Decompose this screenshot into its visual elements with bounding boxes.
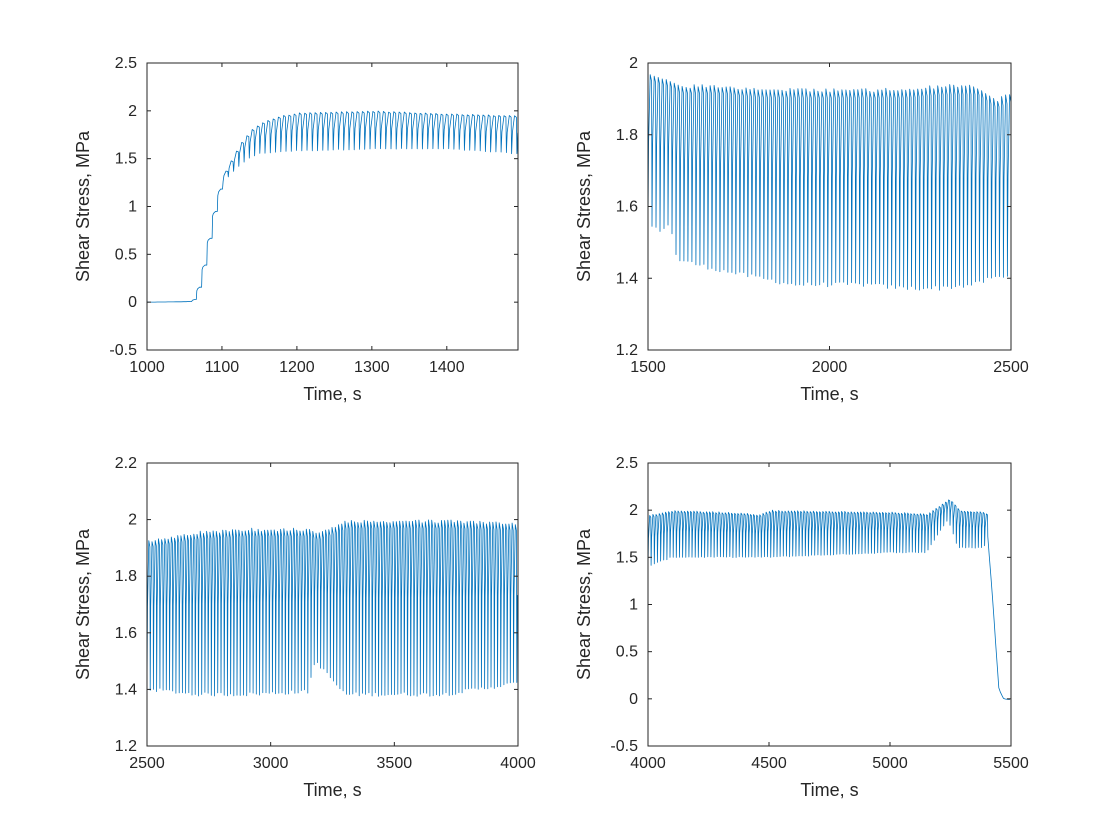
- axis-box: [146, 462, 519, 747]
- x-tick-label: 5500: [993, 755, 1029, 772]
- x-tick-label: 1000: [129, 359, 165, 376]
- x-tick-label: 3500: [377, 755, 413, 772]
- x-tick-label: 1300: [354, 359, 390, 376]
- y-tick-label: 2: [128, 512, 137, 529]
- y-tick-label: -0.5: [610, 738, 638, 755]
- y-tick-label: 1.4: [616, 270, 638, 287]
- x-tick-label: 2500: [129, 755, 165, 772]
- y-tick-label: -0.5: [109, 342, 137, 359]
- axis-box: [647, 462, 1012, 747]
- x-tick-label: 5000: [872, 755, 908, 772]
- y-tick-label: 1.6: [115, 625, 137, 642]
- x-tick-label: 1100: [205, 359, 240, 376]
- x-tick-label: 3000: [253, 755, 289, 772]
- x-tick-label: 1200: [279, 359, 315, 376]
- y-tick-label: 1.2: [616, 342, 638, 359]
- x-tick-label: 1400: [429, 359, 465, 376]
- y-axis-label: Shear Stress, MPa: [73, 528, 93, 680]
- subplot-4: 4000 4500 5000 5500 -0.5 0 0.5 1 1.5 2 2.5 Time, s S…: [574, 455, 1029, 800]
- y-tick-label: 2.2: [115, 455, 137, 472]
- series-line-1: [647, 499, 1010, 700]
- y-tick-label: 1.8: [616, 127, 638, 144]
- series-line-1: [146, 110, 519, 303]
- series-line-1: [146, 519, 518, 697]
- y-tick-label: 1.5: [616, 549, 638, 566]
- x-axis-label: Time, s: [303, 780, 361, 800]
- x-tick-label: 4500: [751, 755, 787, 772]
- subplot-1: 1000 1100 1200 1300 1400 -0.5 0 0.5 1 1.5 2 2.5 Time…: [73, 55, 519, 404]
- y-tick-label: 1.8: [115, 568, 137, 585]
- subplot-2: 1500 2000 2500 1.2 1.4 1.6 1.8 2 Time, s Shear St…: [574, 55, 1029, 404]
- y-tick-label: 1.2: [115, 738, 137, 755]
- x-tick-label: 4000: [630, 755, 666, 772]
- y-tick-label: 0: [629, 691, 638, 708]
- y-axis-label: Shear Stress, MPa: [574, 528, 594, 680]
- y-tick-label: 2.5: [616, 455, 638, 472]
- y-tick-label: 2: [629, 502, 638, 519]
- y-tick-label: 2.5: [115, 55, 137, 72]
- y-tick-label: 2: [629, 55, 638, 72]
- x-tick-label: 1500: [630, 359, 666, 376]
- y-tick-label: 1.5: [115, 151, 137, 168]
- x-axis-label: Time, s: [303, 384, 361, 404]
- y-axis-label: Shear Stress, MPa: [574, 130, 594, 282]
- y-axis-label: Shear Stress, MPa: [73, 130, 93, 282]
- x-tick-label: 2000: [812, 359, 848, 376]
- y-tick-label: 1.4: [115, 681, 137, 698]
- y-tick-label: 1.6: [616, 199, 638, 216]
- y-tick-label: 0: [128, 294, 137, 311]
- x-tick-label: 4000: [500, 755, 536, 772]
- x-axis-label: Time, s: [800, 384, 858, 404]
- series-line-1: [647, 74, 1012, 291]
- x-tick-label: 2500: [993, 359, 1029, 376]
- y-tick-label: 2: [128, 103, 137, 120]
- y-tick-label: 0.5: [115, 246, 137, 263]
- subplot-3: 2500 3000 3500 4000 1.2 1.4 1.6 1.8 2 2.2 Time, s S…: [73, 455, 536, 800]
- y-tick-label: 1: [128, 199, 137, 216]
- y-tick-label: 1: [629, 597, 638, 614]
- x-axis-label: Time, s: [800, 780, 858, 800]
- axis-box: [146, 62, 519, 351]
- y-tick-label: 0.5: [616, 644, 638, 661]
